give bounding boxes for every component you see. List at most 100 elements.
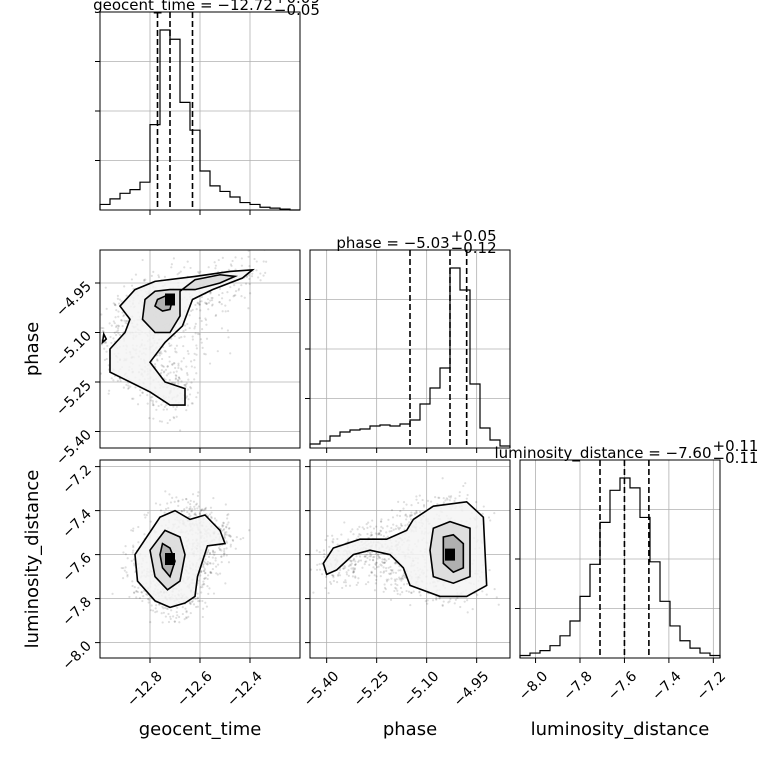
sample-point — [207, 514, 210, 518]
sample-point — [340, 533, 343, 536]
sample-point — [229, 545, 232, 548]
sample-point — [387, 557, 390, 561]
sample-point — [374, 532, 377, 535]
sample-point — [223, 531, 226, 534]
sample-point — [396, 583, 399, 587]
sample-point — [177, 376, 181, 379]
sample-point — [318, 568, 322, 571]
sample-point — [376, 554, 380, 557]
sample-point — [398, 565, 401, 568]
sample-point — [194, 322, 197, 325]
sample-point — [159, 503, 162, 506]
sample-point — [361, 566, 364, 569]
contour-line-3 — [134, 509, 227, 609]
sample-point — [191, 600, 194, 603]
sample-point — [327, 592, 330, 595]
sample-point — [233, 284, 236, 287]
sample-point — [384, 588, 387, 591]
sample-point — [226, 523, 229, 526]
sample-point — [326, 534, 329, 538]
sample-point — [160, 371, 163, 375]
contour-line-3 — [322, 500, 488, 598]
sample-point — [400, 524, 403, 527]
sample-point — [213, 261, 216, 264]
sample-point — [154, 611, 157, 614]
sample-point — [227, 336, 230, 339]
sample-point — [229, 285, 232, 289]
sample-point — [167, 506, 170, 510]
sample-point — [222, 529, 225, 532]
sample-point — [220, 555, 223, 558]
sample-point — [462, 484, 465, 488]
sample-point — [138, 596, 142, 600]
density-peak — [165, 293, 175, 306]
sample-point — [222, 554, 226, 557]
sample-point — [214, 559, 217, 562]
sample-point — [168, 419, 172, 422]
sample-point — [199, 338, 203, 341]
sample-point — [178, 271, 181, 275]
sample-point — [386, 535, 389, 538]
sample-point — [115, 330, 118, 333]
sample-point — [243, 296, 246, 299]
sample-point — [358, 532, 361, 536]
sample-point — [201, 615, 204, 619]
sample-point — [103, 358, 107, 362]
sample-point — [354, 563, 357, 567]
sample-point — [155, 400, 158, 403]
sample-point — [366, 532, 369, 536]
sample-point — [209, 299, 212, 302]
sample-point — [206, 563, 209, 566]
sample-point — [208, 587, 211, 590]
sample-point — [167, 612, 170, 616]
sample-point — [405, 503, 408, 506]
sample-point — [225, 540, 228, 543]
joint-panel-geocent_time-phase — [99, 249, 301, 449]
y-tick-label: −7.8 — [59, 594, 94, 629]
sample-point — [368, 563, 371, 566]
sample-point — [237, 287, 241, 290]
sample-point — [198, 333, 201, 336]
sample-point — [426, 602, 429, 605]
sample-point — [213, 551, 217, 554]
sample-point — [350, 559, 353, 562]
sample-point — [212, 551, 215, 554]
sample-point — [222, 521, 225, 524]
sample-point — [210, 511, 213, 514]
sample-point — [250, 275, 254, 278]
sample-point — [180, 336, 183, 339]
sample-point — [405, 589, 408, 593]
sample-point — [168, 360, 171, 363]
sample-point — [331, 574, 335, 577]
sample-point — [466, 611, 469, 614]
sample-point — [396, 592, 399, 595]
sample-point — [213, 517, 217, 520]
sample-point — [195, 372, 198, 375]
sample-point — [229, 352, 232, 355]
sample-point — [132, 527, 135, 530]
sample-point — [336, 537, 339, 541]
sample-point — [355, 583, 358, 587]
sample-point — [381, 558, 384, 561]
sample-point — [179, 270, 182, 273]
sample-point — [344, 566, 347, 569]
sample-point — [191, 402, 194, 405]
sample-point — [126, 575, 129, 578]
sample-point — [116, 297, 119, 300]
sample-point — [123, 285, 126, 288]
sample-point — [186, 350, 189, 353]
sample-point — [128, 595, 131, 599]
sample-point — [448, 600, 451, 603]
sample-point — [406, 582, 409, 585]
sample-point — [442, 600, 445, 603]
sample-point — [120, 319, 123, 322]
sample-point — [209, 562, 212, 565]
sample-point — [366, 556, 369, 560]
contour-line-2 — [149, 529, 186, 591]
sample-point — [207, 308, 210, 311]
sample-point — [410, 503, 413, 507]
sample-point — [193, 366, 196, 369]
sample-point — [415, 511, 418, 515]
x-tick-label: −7.4 — [649, 668, 684, 703]
sample-point — [347, 574, 350, 577]
